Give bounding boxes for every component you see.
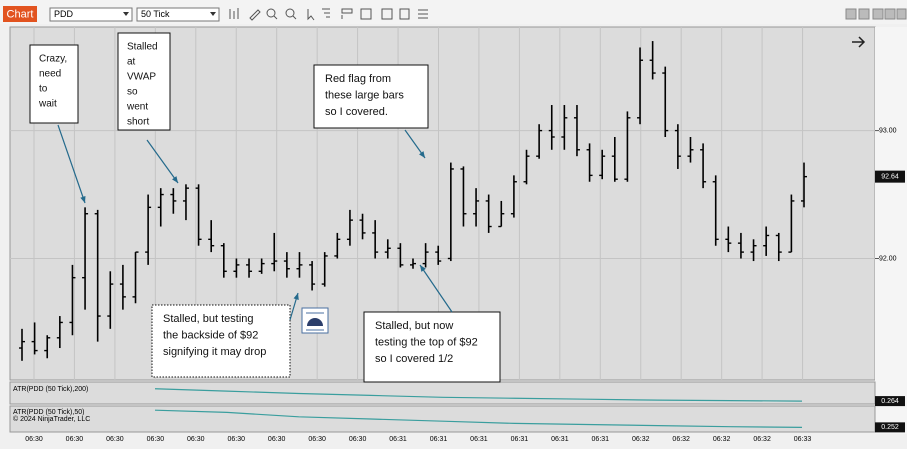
- annotation-text: testing the top of $92: [375, 336, 478, 348]
- annotation-arrowhead: [419, 151, 425, 158]
- annotation-text: Stalled, but now: [375, 320, 453, 332]
- annotation-text: these large bars: [325, 89, 404, 101]
- indicator-line: [154, 409, 803, 428]
- chart-button[interactable]: [3, 6, 37, 22]
- dropdown-arrow: [210, 12, 216, 16]
- annotation-arrowhead: [293, 293, 299, 300]
- chart-button-label[interactable]: Chart: [7, 8, 34, 20]
- instrument-select[interactable]: [49, 7, 133, 22]
- price-tag-label: 92.64: [881, 173, 899, 180]
- annotation-arrowhead: [420, 265, 426, 272]
- x-tick-label: 06:30: [268, 436, 286, 443]
- annotation-box: [313, 64, 429, 129]
- toolbar: [0, 0, 907, 24]
- x-tick-label: 06:30: [308, 436, 326, 443]
- annotation-text: at: [127, 57, 136, 68]
- price-tag: [875, 170, 905, 183]
- annotation-text: signifying it may drop: [163, 346, 266, 358]
- dropdown-arrow: [123, 12, 129, 16]
- indicator-panel: [9, 405, 876, 433]
- indicator-tag: [875, 422, 905, 433]
- annotation-arrowhead: [80, 196, 86, 203]
- annotation-text: Red flag from: [325, 73, 391, 85]
- x-tick-label: 06:31: [470, 436, 488, 443]
- x-tick-label: 06:33: [794, 436, 812, 443]
- x-tick-label: 06:32: [753, 436, 771, 443]
- annotation-text: Stalled: [127, 42, 158, 53]
- annotation-text: went: [126, 102, 148, 113]
- annotation-text: to: [39, 84, 48, 95]
- annotation-box: [151, 304, 291, 378]
- annotation-text: so I covered.: [325, 106, 388, 118]
- annotation-text: so: [127, 87, 138, 98]
- x-tick-label: 06:30: [106, 436, 124, 443]
- scroll-arrow[interactable]: [852, 36, 866, 48]
- indicator-tag-label: 0.264: [881, 398, 899, 405]
- x-tick-label: 06:32: [713, 436, 731, 443]
- annotation-arrow: [419, 264, 453, 313]
- x-tick-label: 06:32: [632, 436, 650, 443]
- x-tick-label: 06:31: [389, 436, 407, 443]
- period-select[interactable]: [136, 7, 220, 22]
- x-tick-label: 06:31: [430, 436, 448, 443]
- x-tick-label: 06:31: [551, 436, 569, 443]
- price-axis: [875, 27, 907, 434]
- annotation-text: the backside of $92: [163, 329, 258, 341]
- indicator-tag: [875, 396, 905, 407]
- window-buttons[interactable]: [845, 8, 907, 20]
- x-tick-label: 06:30: [227, 436, 245, 443]
- indicator-label: ATR(PDD (50 Tick),50): [13, 409, 84, 416]
- indicator-label: ATR(PDD (50 Tick),200): [13, 386, 88, 393]
- annotation-text: VWAP: [127, 72, 156, 83]
- x-tick-label: 06:32: [672, 436, 690, 443]
- annotation-text: wait: [38, 99, 57, 110]
- annotation-arrow: [146, 139, 179, 184]
- copyright: © 2024 NinjaTrader, LLC: [13, 415, 90, 423]
- x-tick-label: 06:30: [187, 436, 205, 443]
- indicator-tag-label: 0.252: [881, 424, 899, 431]
- annotation-box: [29, 44, 79, 124]
- annotation-arrow: [57, 124, 86, 204]
- x-tick-label: 06:30: [25, 436, 43, 443]
- annotation-text: need: [39, 69, 61, 80]
- y-tick-label: 92.00: [879, 255, 897, 262]
- x-tick-label: 06:30: [147, 436, 165, 443]
- x-tick-label: 06:30: [349, 436, 367, 443]
- annotation-text: short: [127, 117, 149, 128]
- y-tick-label: 93.00: [879, 127, 897, 134]
- x-tick-label: 06:30: [66, 436, 84, 443]
- chart-icon[interactable]: [301, 307, 329, 334]
- x-tick-label: 06:31: [592, 436, 610, 443]
- toolbar-icons[interactable]: [229, 8, 428, 21]
- annotation-box: [363, 311, 501, 383]
- annotation-arrowhead: [172, 176, 178, 183]
- annotation-text: Stalled, but testing: [163, 313, 254, 325]
- x-tick-label: 06:31: [511, 436, 529, 443]
- annotation-text: so I covered 1/2: [375, 353, 453, 365]
- annotation-text: Crazy,: [39, 54, 67, 65]
- period-label[interactable]: 50 Tick: [141, 9, 170, 19]
- instrument-label[interactable]: PDD: [54, 9, 74, 19]
- indicator-line: [154, 388, 803, 402]
- annotation-box: [117, 32, 171, 131]
